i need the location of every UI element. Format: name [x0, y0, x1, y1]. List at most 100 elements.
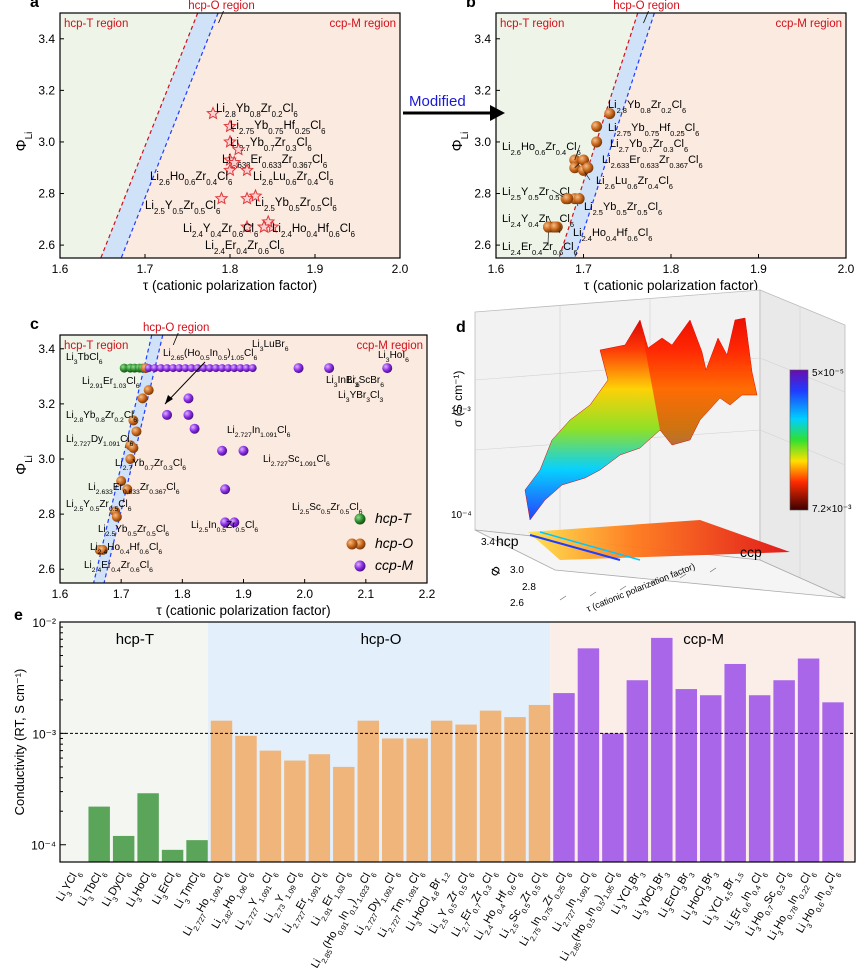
- region-label-hcp-O: hcp-O region: [188, 0, 254, 12]
- data-point-ccp-M: [217, 445, 228, 456]
- hcp-T-region-fill: [60, 335, 152, 583]
- hcp-T-region-fill: [496, 13, 638, 258]
- data-label: Li2.727Dy1.091Cl6: [66, 434, 134, 448]
- data-label: Li2.4Er0.4Zr0.6Cl6: [205, 240, 284, 256]
- data-point-ccp-M: [144, 364, 153, 373]
- data-label: Li2.5Yb0.5Zr0.5Cl6: [584, 201, 662, 217]
- z-axis-label: σ (S cm⁻¹): [451, 371, 465, 427]
- bar: [528, 704, 551, 862]
- bar: [210, 720, 233, 862]
- data-label: Li2.6Lu0.6Zr0.4Cl6: [596, 175, 673, 191]
- data-point-hcp-O: [131, 426, 142, 437]
- y-tick-label: 10⁻³: [32, 727, 56, 741]
- data-label: Li2.5In0.5Zr0.5Cl6: [191, 520, 258, 534]
- data-label: Li3HoI6: [378, 350, 409, 364]
- panel-letter: e: [14, 607, 23, 624]
- data-label: Li2.6Ho0.6Zr0.4Cl6: [150, 171, 232, 187]
- data-point-ccp-M: [163, 364, 172, 373]
- y-tick-label: 3.4: [38, 342, 55, 356]
- data-point-ccp-M: [236, 364, 245, 373]
- data-point-ball: [591, 136, 603, 148]
- data-point-ccp-M: [150, 364, 159, 373]
- data-point-ccp-M: [193, 364, 202, 373]
- x-tick-label: 2.0: [838, 262, 855, 276]
- bar: [406, 738, 428, 862]
- region-label-ccp-M: ccp-M region: [330, 18, 396, 30]
- data-point-star: [240, 163, 254, 177]
- colorbar: [789, 369, 809, 511]
- data-point-ccp-M: [183, 393, 194, 404]
- x-tick-label: 2.0: [392, 262, 409, 276]
- data-label: Li2.6Ho0.6Zr0.4Cl6: [502, 141, 581, 157]
- data-point-ccp-M: [175, 364, 184, 373]
- data-point-ccp-M: [242, 364, 251, 373]
- data-point-hcp-O: [125, 454, 136, 464]
- x-axis-label: τ (cationic polarization factor): [584, 278, 758, 293]
- y-tick-label: 3.2: [38, 397, 55, 411]
- data-label: Li2.727In1.091Cl6: [227, 425, 291, 439]
- bar: [626, 680, 649, 862]
- floor-projection: [528, 520, 790, 560]
- y-tick-label: 2.6: [38, 562, 55, 576]
- y-tick-label: 3.0: [38, 452, 55, 466]
- x-tick-label: 1.9: [235, 587, 252, 601]
- bar: [797, 658, 820, 862]
- group-label: ccp-M: [683, 631, 724, 648]
- data-point-ball: [562, 193, 574, 205]
- data-point-ccp-M: [205, 364, 214, 373]
- data-point-ccp-M: [211, 364, 220, 373]
- boundary-line: [558, 12, 639, 259]
- bar: [651, 637, 673, 862]
- data-label: Li2.5Y0.5Zr0.5Cl6: [145, 200, 220, 216]
- legend-marker: [354, 560, 366, 572]
- data-label: Li2.4Ho0.4Hf0.6Cl6: [90, 542, 162, 556]
- bar: [430, 720, 453, 862]
- legend-marker: [354, 513, 366, 525]
- data-point-star: [240, 191, 254, 205]
- panel-b: hcp-T region hcp-O region ccp-M region 1.6 1…: [449, 0, 855, 293]
- data-point-ccp-M: [218, 364, 227, 373]
- y-tick: 3.0: [510, 565, 524, 576]
- y-tick-label: 2.8: [38, 507, 55, 521]
- z-tick-hi: 10⁻³: [451, 406, 471, 417]
- bar: [161, 849, 184, 862]
- region-label-hcp-O: hcp-O region: [613, 0, 679, 12]
- y-tick-label: 3.2: [38, 83, 55, 97]
- data-label: Li2.8Yb0.8Zr0.2Cl6: [608, 99, 686, 115]
- corner-label-ccp: ccp: [740, 544, 762, 560]
- boundary-line: [100, 12, 199, 259]
- bar: [235, 735, 257, 862]
- y-tick: 3.4: [481, 537, 495, 548]
- bar: [112, 835, 135, 862]
- data-point-star: [257, 219, 271, 233]
- data-point-ball: [604, 108, 616, 120]
- y-axis-label: ΦLi: [449, 132, 471, 152]
- data-label: Li2.4Y0.4Zr0.6Cl6: [183, 223, 258, 239]
- bar: [504, 717, 526, 862]
- leader-arrow: [164, 361, 206, 405]
- data-point-ball: [573, 193, 585, 205]
- group-label: hcp-T: [116, 631, 154, 648]
- data-point-star: [248, 188, 263, 203]
- data-point-ccp-M: [169, 364, 178, 373]
- group-label: hcp-O: [361, 631, 402, 648]
- x-tick-label: Li2.82Ho1.06Cl6: [210, 868, 257, 933]
- data-label: Li2.633Er0.633Zr0.367Cl6: [602, 154, 703, 170]
- data-point-hcp-O: [128, 415, 139, 426]
- bar: [700, 695, 722, 862]
- y-tick-label: 2.6: [474, 238, 491, 252]
- data-label: Li2.8Yb0.8Zr0.2Cl6: [216, 103, 298, 119]
- plot-frame: [59, 621, 856, 863]
- data-point-ccp-M: [183, 409, 194, 420]
- legend-label: hcp-T: [375, 510, 412, 526]
- data-point-ccp-M: [229, 517, 240, 528]
- x-tick-label: 1.7: [113, 587, 130, 601]
- data-point-star: [223, 134, 237, 148]
- y-tick-label: 3.4: [474, 32, 491, 46]
- x-tick-label: 1.9: [307, 262, 324, 276]
- data-label: Li2.7Yb0.7Zr0.3Cl6: [610, 138, 688, 154]
- modified-arrow: Modified: [403, 93, 505, 121]
- colorbar-max: 5×10⁻⁵: [812, 368, 844, 379]
- bar: [308, 754, 331, 862]
